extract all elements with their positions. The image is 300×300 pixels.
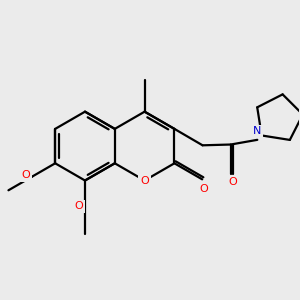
Text: O: O <box>199 184 208 194</box>
Text: O: O <box>22 170 30 180</box>
Text: N: N <box>253 126 262 136</box>
Text: O: O <box>228 177 237 187</box>
Text: O: O <box>140 176 149 185</box>
Text: O: O <box>74 201 83 211</box>
